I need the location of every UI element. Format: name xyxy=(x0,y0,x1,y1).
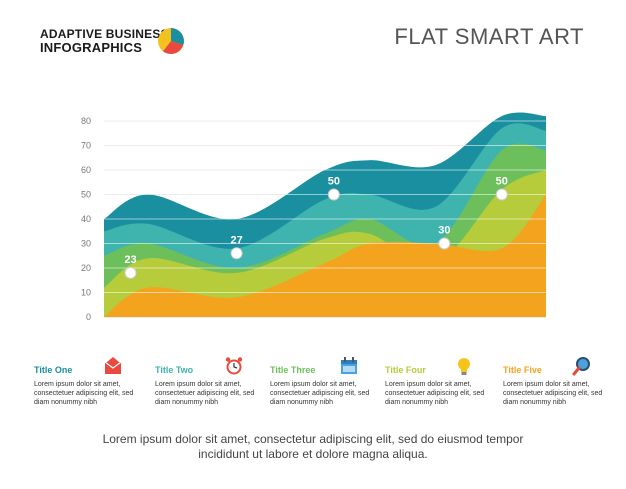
data-label: 27 xyxy=(230,234,242,246)
lightbulb-icon xyxy=(458,358,470,375)
page-title: FLAT SMART ART xyxy=(394,24,584,49)
data-label: 23 xyxy=(124,254,136,266)
footer-text: Lorem ipsum dolor sit amet, consectetur … xyxy=(102,432,524,461)
y-tick-label: 30 xyxy=(81,239,91,249)
data-point-marker xyxy=(438,237,451,250)
data-point-marker xyxy=(124,266,137,279)
data-point-marker xyxy=(495,188,508,201)
y-tick-label: 60 xyxy=(81,165,91,175)
y-tick-label: 40 xyxy=(81,214,91,224)
brand-line-1: ADAPTIVE BUSINESS xyxy=(40,27,169,41)
y-tick-label: 80 xyxy=(81,116,91,126)
legend-title: Title One xyxy=(34,365,73,375)
legend-title: Title Three xyxy=(270,365,316,375)
legend-text: Lorem ipsum dolor sit amet, consectetuer… xyxy=(155,381,255,406)
y-tick-label: 50 xyxy=(81,190,91,200)
y-ticks: 0 10 20 30 40 50 60 70 80 xyxy=(81,116,91,322)
y-tick-label: 0 xyxy=(86,312,91,322)
brand: ADAPTIVE BUSINESS INFOGRAPHICS xyxy=(40,27,169,55)
envelope-icon xyxy=(104,357,122,374)
legend-text: Lorem ipsum dolor sit amet, consectetuer… xyxy=(385,381,485,406)
calendar-icon xyxy=(341,357,357,374)
legend-title: Title Five xyxy=(503,365,542,375)
data-label: 50 xyxy=(328,176,340,188)
area-series-5 xyxy=(104,194,546,317)
pie-logo-icon xyxy=(158,28,184,54)
markers: 23 27 50 30 50 xyxy=(124,176,508,279)
magnifier-icon xyxy=(572,357,590,376)
legend-text: Lorem ipsum dolor sit amet, consectetuer… xyxy=(503,381,603,406)
y-tick-label: 20 xyxy=(81,263,91,273)
alarm-clock-icon xyxy=(225,357,243,375)
legend-text: Lorem ipsum dolor sit amet, consectetuer… xyxy=(34,381,134,406)
data-point-marker xyxy=(230,247,243,260)
y-tick-label: 70 xyxy=(81,141,91,151)
legend-title: Title Two xyxy=(155,365,194,375)
data-label: 50 xyxy=(496,176,508,188)
data-point-marker xyxy=(327,188,340,201)
areas xyxy=(104,112,546,317)
y-tick-label: 10 xyxy=(81,288,91,298)
data-label: 30 xyxy=(438,225,450,237)
legend-text: Lorem ipsum dolor sit amet, consectetuer… xyxy=(270,381,370,406)
legend-title: Title Four xyxy=(385,365,426,375)
area-chart: 0 10 20 30 40 50 60 70 80 23 27 50 30 50 xyxy=(81,112,546,322)
brand-line-2: INFOGRAPHICS xyxy=(40,40,143,55)
